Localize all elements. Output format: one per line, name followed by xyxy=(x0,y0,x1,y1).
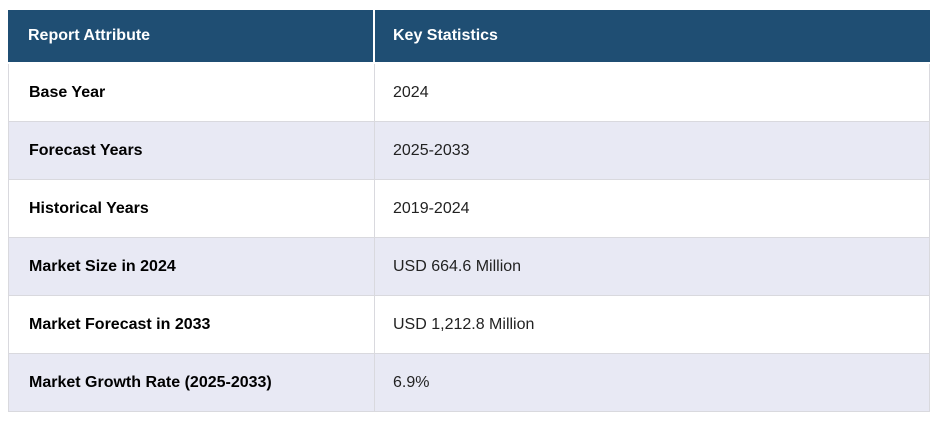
table-row-market-size: Market Size in 2024 USD 664.6 Million xyxy=(8,238,930,296)
attribute-cell: Historical Years xyxy=(8,180,375,238)
attribute-cell: Forecast Years xyxy=(8,122,375,180)
value-cell: 2025-2033 xyxy=(375,122,930,180)
table-row-base-year: Base Year 2024 xyxy=(8,64,930,122)
value-cell: USD 1,212.8 Million xyxy=(375,296,930,354)
column-header-key-statistics: Key Statistics xyxy=(375,10,930,64)
table-header-row: Report Attribute Key Statistics xyxy=(8,10,930,64)
report-statistics-table: Report Attribute Key Statistics Base Yea… xyxy=(8,10,930,412)
table-row-market-forecast: Market Forecast in 2033 USD 1,212.8 Mill… xyxy=(8,296,930,354)
value-cell: USD 664.6 Million xyxy=(375,238,930,296)
column-header-report-attribute: Report Attribute xyxy=(8,10,375,64)
value-cell: 2024 xyxy=(375,64,930,122)
attribute-cell: Base Year xyxy=(8,64,375,122)
value-cell: 2019-2024 xyxy=(375,180,930,238)
value-cell: 6.9% xyxy=(375,354,930,412)
attribute-cell: Market Growth Rate (2025-2033) xyxy=(8,354,375,412)
attribute-cell: Market Forecast in 2033 xyxy=(8,296,375,354)
table-row-historical-years: Historical Years 2019-2024 xyxy=(8,180,930,238)
table-row-forecast-years: Forecast Years 2025-2033 xyxy=(8,122,930,180)
attribute-cell: Market Size in 2024 xyxy=(8,238,375,296)
table-row-market-growth-rate: Market Growth Rate (2025-2033) 6.9% xyxy=(8,354,930,412)
